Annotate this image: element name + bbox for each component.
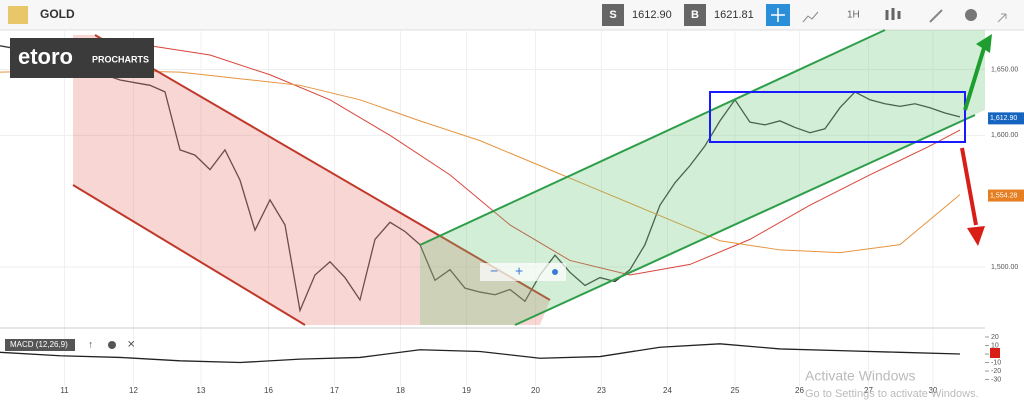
x-tick-label: 16 [264, 386, 273, 395]
y-tick-label: -20 [991, 368, 1001, 375]
down-channel [73, 35, 550, 325]
logo [10, 38, 154, 78]
price-label: 1,612.90 [990, 115, 1017, 122]
series-line [0, 343, 960, 364]
sell-tag-text: S [609, 9, 616, 21]
x-tick-label: 17 [330, 386, 339, 395]
price-label-box [988, 112, 1024, 125]
macd-marker [990, 348, 1000, 358]
candle-button[interactable] [885, 8, 901, 20]
x-tick-label: 19 [462, 386, 471, 395]
y-tick-label: 10 [991, 342, 999, 349]
macd-close[interactable]: ✕ [127, 340, 135, 351]
macd-settings[interactable] [108, 341, 116, 349]
timeframe[interactable]: 1H [847, 10, 860, 21]
x-tick-label: 13 [197, 386, 206, 395]
watermark-subtitle: Go to Settings to activate Windows. [805, 388, 979, 400]
draw-button[interactable] [929, 9, 943, 23]
x-tick-label: 11 [60, 386, 69, 395]
range-box [709, 91, 966, 143]
price-label-box [988, 189, 1024, 202]
watermark-title: Activate Windows [805, 368, 915, 384]
y-tick-label: 1,500.00 [991, 264, 1018, 271]
x-tick-label: 23 [597, 386, 606, 395]
x-tick-label: 27 [864, 386, 873, 395]
x-tick-label: 26 [795, 386, 804, 395]
y-tick-label: -30 [991, 376, 1001, 383]
share[interactable] [552, 269, 558, 275]
y-tick-label: 20 [991, 334, 999, 341]
y-tick-label: 1,600.00 [991, 132, 1018, 139]
logo-product: PROCHARTS [92, 54, 149, 64]
series-line [0, 45, 961, 313]
x-tick-label: 12 [129, 386, 138, 395]
up-arrow [976, 34, 992, 53]
macd-tag [5, 339, 75, 351]
zoom-in[interactable]: + [515, 263, 523, 279]
series-line [149, 45, 961, 276]
price-label: 1,554.28 [990, 192, 1017, 199]
x-tick-label: 30 [928, 386, 937, 395]
sell-tag[interactable] [602, 4, 624, 26]
collapse-button[interactable] [997, 13, 1007, 23]
symbol[interactable]: GOLD [40, 7, 75, 21]
toolbar [0, 0, 1024, 30]
x-tick-label: 25 [731, 386, 740, 395]
logo-brand: etoro [18, 44, 73, 69]
x-tick-label: 18 [396, 386, 405, 395]
chart-type-button[interactable] [802, 11, 819, 23]
up-channel [420, 30, 985, 325]
y-tick-label: -10 [991, 359, 1001, 366]
zoom-controls[interactable] [480, 263, 566, 281]
x-tick-label: 24 [663, 386, 672, 395]
macd-title: MACD (12,26,9) [10, 340, 68, 349]
zoom-out[interactable]: − [490, 263, 498, 279]
sell-price: 1612.90 [632, 9, 672, 21]
macd-up[interactable]: ↑ [88, 340, 93, 351]
buy-price: 1621.81 [714, 9, 754, 21]
down-arrow [967, 226, 985, 246]
x-tick-label: 20 [531, 386, 540, 395]
settings-button[interactable] [965, 9, 977, 21]
buy-tag-text: B [691, 9, 699, 21]
gold-icon [8, 6, 28, 24]
buy-tag[interactable] [684, 4, 706, 26]
y-tick-label: 1,650.00 [991, 66, 1018, 73]
